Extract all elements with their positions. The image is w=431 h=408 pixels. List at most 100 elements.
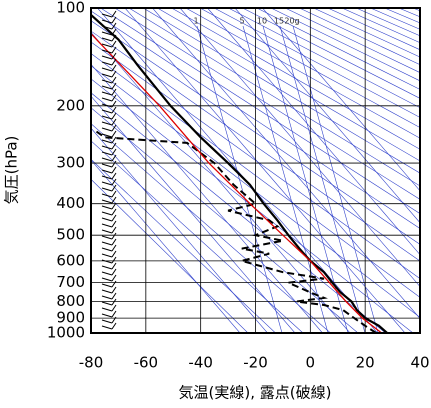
moist-adiabat [91, 31, 351, 333]
barb-staff [101, 13, 113, 18]
barb-staff [101, 223, 113, 228]
barb-staff [101, 73, 113, 78]
y-tick-label: 900 [56, 309, 85, 327]
x-tick-label: -20 [243, 354, 268, 372]
barb-flag [111, 322, 117, 330]
barb-flag [111, 178, 117, 186]
barb-flag [111, 64, 117, 72]
barb-staff [101, 175, 113, 180]
barb-staff [101, 121, 113, 126]
dry-adiabat [91, 123, 331, 333]
barb-staff [101, 259, 113, 264]
barb-flag [111, 148, 117, 156]
barb-staff [101, 19, 113, 24]
barb-flag [111, 154, 117, 162]
moist-adiabat [207, 8, 420, 256]
barb-flag [111, 136, 117, 144]
barb-staff [101, 79, 113, 84]
barb-staff [101, 127, 113, 132]
barb-staff [101, 181, 113, 186]
barb-staff [101, 43, 113, 48]
barb-staff [101, 163, 113, 168]
barb-flag [111, 142, 117, 150]
mixing-ratio-line [292, 25, 379, 333]
barb-flag [111, 46, 117, 54]
dry-adiabat [242, 8, 420, 99]
barb-flag [111, 70, 117, 78]
barb-flag [111, 100, 117, 108]
barb-staff [101, 241, 113, 246]
barb-staff [101, 265, 113, 270]
barb-staff [101, 235, 113, 240]
barb-flag [111, 22, 117, 30]
y-tick-label: 100 [56, 0, 85, 17]
profile-line [95, 130, 377, 333]
barb-staff [101, 289, 113, 294]
dry-adiabat [143, 8, 420, 174]
barb-flag [111, 76, 117, 84]
barb-staff [101, 307, 113, 312]
x-tick-label: 0 [306, 354, 316, 372]
barb-flag [111, 208, 117, 216]
barb-flag [111, 238, 117, 246]
barb-staff [101, 319, 113, 324]
barb-staff [101, 253, 113, 258]
barb-staff [101, 103, 113, 108]
barb-staff [101, 247, 113, 252]
barb-flag [111, 112, 117, 120]
dry-adiabat [299, 8, 420, 66]
barb-staff [101, 67, 113, 72]
y-tick-label: 800 [56, 292, 85, 310]
x-axis-label: 気温(実線), 露点(破線) [179, 384, 332, 402]
barb-flag [111, 94, 117, 102]
barb-flag [111, 316, 117, 324]
mixing-ratio-label: 20g [284, 17, 299, 26]
wind-barbs [101, 10, 117, 330]
barb-flag [111, 160, 117, 168]
barb-flag [111, 184, 117, 192]
barb-flag [111, 250, 117, 258]
dry-adiabat [270, 8, 420, 82]
y-tick-label: 300 [56, 154, 85, 172]
barb-staff [101, 139, 113, 144]
barb-staff [101, 25, 113, 30]
dry-adiabat [370, 8, 420, 30]
barb-flag [111, 202, 117, 210]
plot [91, 8, 420, 333]
barb-staff [101, 295, 113, 300]
x-tick-label: 40 [410, 354, 429, 372]
barb-flag [111, 304, 117, 312]
mixing-ratio-line [242, 25, 329, 333]
barb-flag [111, 226, 117, 234]
barb-flag [111, 220, 117, 228]
dry-adiabat [228, 8, 420, 109]
barb-flag [111, 310, 117, 318]
dry-adiabat [285, 8, 420, 73]
barb-staff [101, 169, 113, 174]
x-tick-label: -40 [188, 354, 213, 372]
barb-staff [101, 217, 113, 222]
y-tick-label: 700 [56, 273, 85, 291]
moist-adiabat [124, 8, 406, 333]
barb-flag [111, 244, 117, 252]
moist-adiabat [152, 8, 420, 319]
dry-adiabat [100, 8, 420, 214]
barb-flag [111, 118, 117, 126]
moist-adiabat [91, 159, 241, 333]
y-tick-label: 600 [56, 251, 85, 269]
dry-adiabat [91, 78, 414, 333]
moist-adiabat [91, 95, 296, 333]
barb-staff [101, 325, 113, 330]
barb-staff [101, 211, 113, 216]
mixing-ratio-label: 10 [257, 17, 267, 26]
barb-staff [101, 229, 113, 234]
profile-line [91, 33, 382, 333]
y-tick-label: 400 [56, 194, 85, 212]
x-tick-label: 20 [356, 354, 375, 372]
barb-flag [111, 172, 117, 180]
x-tick-label: -60 [134, 354, 159, 372]
barb-flag [111, 130, 117, 138]
barb-flag [111, 28, 117, 36]
barb-staff [101, 49, 113, 54]
dry-adiabat [214, 8, 420, 118]
